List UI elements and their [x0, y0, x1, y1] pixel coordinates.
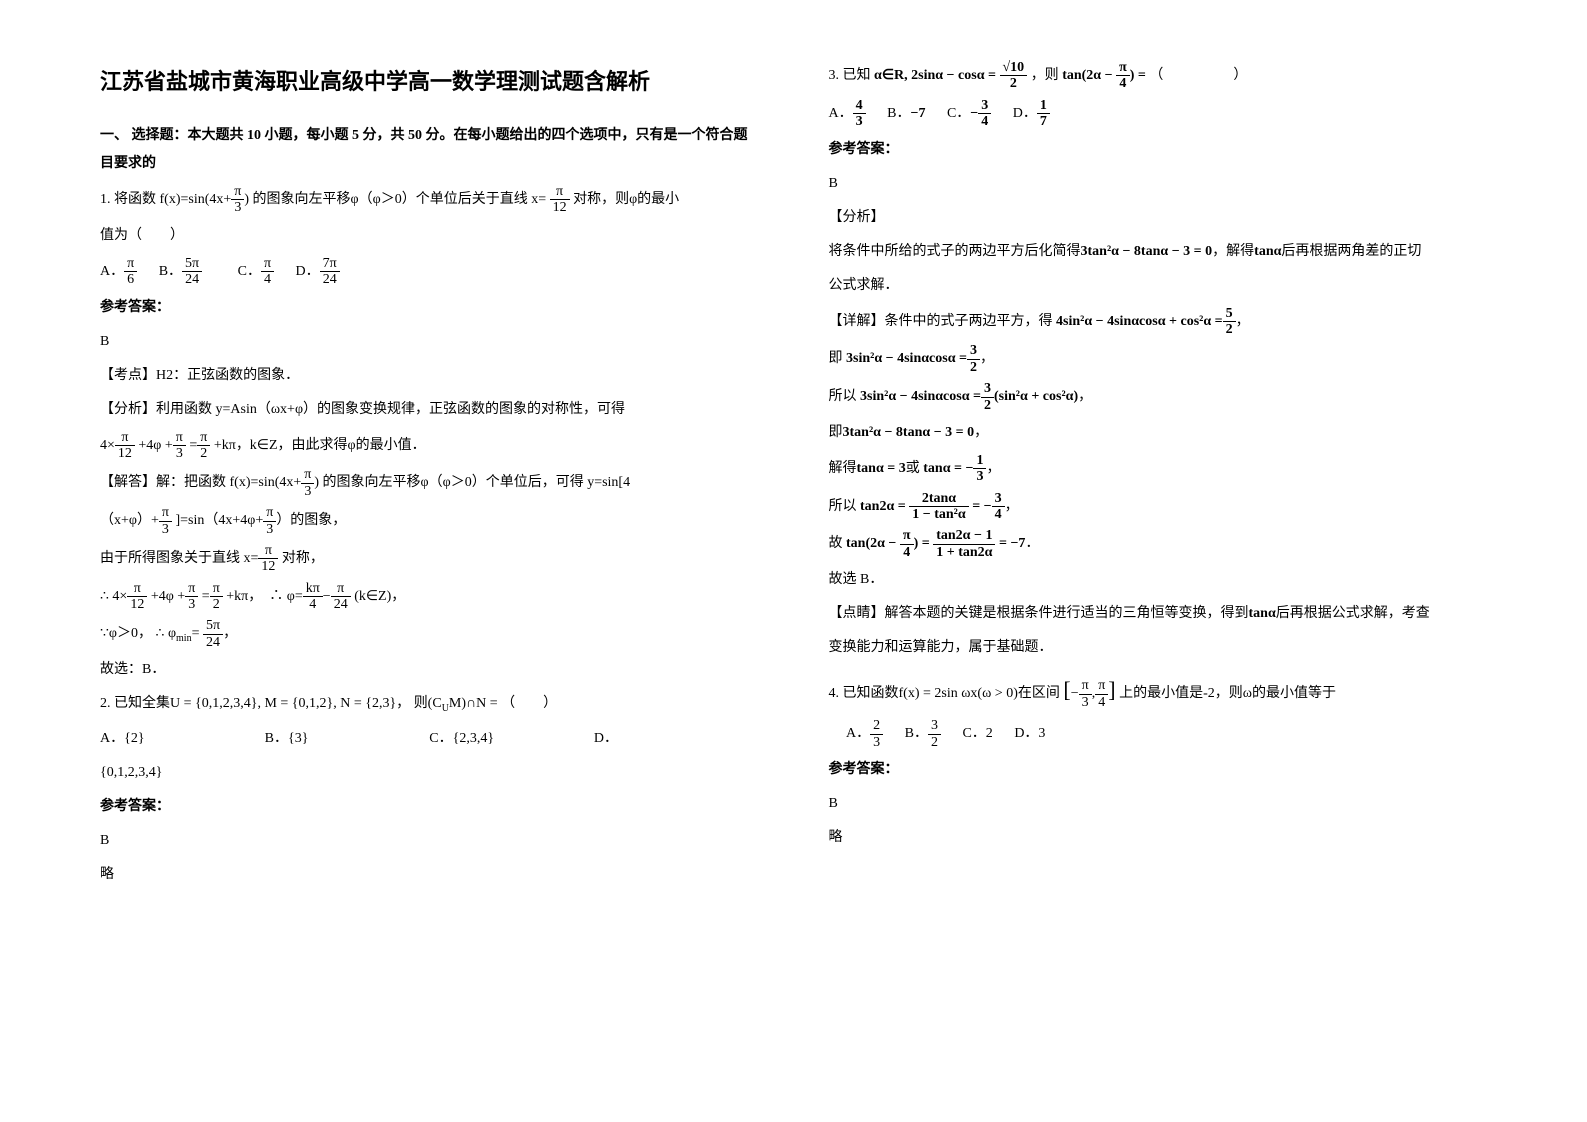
q4-lue: 略: [829, 824, 1488, 852]
q1-eqline: 4×π12 +4φ +π3 =π2 +kπ，k∈Z，由此求得φ的最小值．: [100, 430, 759, 462]
q3-suoyi1: 所以 3sin²α − 4sinαcosα =32(sin²α + cos²α)…: [829, 381, 1488, 413]
q4-stem: 4. 已知函数f(x) = 2sin ωx(ω > 0)在区间 [−π3,π4]…: [829, 668, 1488, 712]
q1-options: A．π6 B．5π24 C．π4 D．7π24: [100, 256, 759, 288]
answer-label: 参考答案：: [100, 294, 759, 322]
q2-optD: {0,1,2,3,4}: [100, 759, 759, 787]
q3-stem: 3. 已知 α∈R, 2sinα − cosα = √102 ，则 tan(2α…: [829, 60, 1488, 92]
q2-ans: B: [100, 827, 759, 855]
q2-options: A．{2} B．{3} C．{2,3,4} D．: [100, 725, 759, 753]
q1-therefore: ∴ 4×π12 +4φ +π3 =π2 +kπ， ∴ φ=kπ4−π24 (k∈…: [100, 581, 759, 613]
q1-stem2: 值为（ ）: [100, 222, 759, 250]
q3-ans-label: 参考答案：: [829, 136, 1488, 164]
q1-kaodian: 【考点】H2：正弦函数的图象．: [100, 362, 759, 390]
q1-jieda2: （x+φ）+π3 ]=sin（4x+4φ+π3）的图象，: [100, 505, 759, 537]
q3-fenxi-label: 【分析】: [829, 204, 1488, 232]
q1-jieda: 【解答】解：把函数 f(x)=sin(4x+π3) 的图象向左平移φ（φ＞0）个…: [100, 467, 759, 499]
q3-ans: B: [829, 170, 1488, 198]
section-heading: 一、 选择题：本大题共 10 小题，每小题 5 分，共 50 分。在每小题给出的…: [100, 122, 759, 178]
q2-lue: 略: [100, 861, 759, 889]
q2-stem: 2. 已知全集U = {0,1,2,3,4}, M = {0,1,2}, N =…: [100, 690, 759, 719]
q1-stem: 1. 将函数 f(x)=sin(4x+π3) 的图象向左平移φ（φ＞0）个单位后…: [100, 184, 759, 216]
q1-fenxi: 【分析】利用函数 y=Asin（ωx+φ）的图象变换规律，正弦函数的图象的对称性…: [100, 396, 759, 424]
page-title: 江苏省盐城市黄海职业高级中学高一数学理测试题含解析: [100, 60, 759, 104]
q3-ji2: 即3tan²α − 8tanα − 3 = 0，: [829, 419, 1488, 447]
q1-symline: 由于所得图象关于直线 x=π12 对称，: [100, 543, 759, 575]
q2-ans-label: 参考答案：: [100, 793, 759, 821]
q3-dianjing: 【点睛】解答本题的关键是根据条件进行适当的三角恒等变换，得到tanα后再根据公式…: [829, 600, 1488, 628]
q1-answer: B: [100, 328, 759, 356]
q3-dianjing2: 变换能力和运算能力，属于基础题．: [829, 634, 1488, 662]
q4-ans-label: 参考答案：: [829, 756, 1488, 784]
q1-phimin: ∵φ＞0， ∴ φmin= 5π24，: [100, 618, 759, 650]
q3-options: A．43 B．−7 C．−34 D．17: [829, 98, 1488, 130]
q4-ans: B: [829, 790, 1488, 818]
q1-guxuan: 故选：B．: [100, 656, 759, 684]
q3-suoyi2: 所以 tan2α = 2tanα1 − tan²α = −34，: [829, 491, 1488, 523]
q3-xiangjie: 【详解】条件中的式子两边平方，得 4sin²α − 4sinαcosα + co…: [829, 306, 1488, 338]
q3-gu: 故 tan(2α − π4) = tan2α − 11 + tan2α = −7…: [829, 528, 1488, 560]
q4-options: A．23 B．32 C．2 D．3: [829, 718, 1488, 750]
q3-fenxi: 将条件中所给的式子的两边平方后化简得3tan²α − 8tanα − 3 = 0…: [829, 238, 1488, 266]
q3-jiede: 解得tanα = 3或 tanα = −13，: [829, 453, 1488, 485]
q3-ji1: 即 3sin²α − 4sinαcosα =32，: [829, 343, 1488, 375]
q3-fenxi2: 公式求解．: [829, 272, 1488, 300]
q3-guxuan: 故选 B．: [829, 566, 1488, 594]
